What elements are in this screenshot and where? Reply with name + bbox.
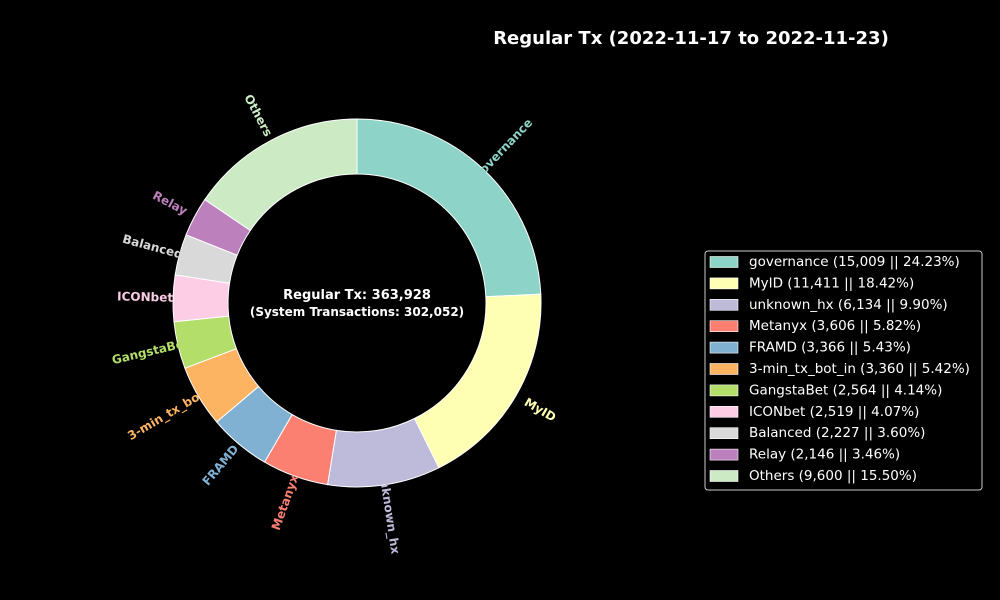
legend-label-balanced: Balanced (2,227 || 3.60%) <box>749 425 925 441</box>
legend-swatch-iconbet <box>709 405 739 418</box>
legend-swatch-unknown-hx <box>709 298 739 311</box>
legend-swatch-governance <box>709 256 739 268</box>
slice-others <box>204 118 358 232</box>
legend-frame <box>704 250 983 491</box>
legend-swatch-3-min-tx-bot-in <box>709 363 739 375</box>
legend-items: governance (15,009 || 24.23%) MyID (11,41… <box>709 254 970 484</box>
legend-label-unknown-hx: unknown_hx (6,134 || 9.90%) <box>749 297 948 313</box>
legend-label-iconbet: ICONbet (2,519 || 4.07%) <box>749 404 919 420</box>
legend-swatch-relay <box>709 448 739 461</box>
legend-label-others: Others (9,600 || 15.50%) <box>749 468 917 484</box>
legend-label-metanyx: Metanyx (3,606 || 5.82%) <box>749 318 921 334</box>
legend-swatch-metanyx <box>709 320 739 333</box>
legend-label-3-min-tx-bot-in: 3-min_tx_bot_in (3,360 || 5.42%) <box>749 361 970 377</box>
legend-swatch-framd <box>709 341 739 354</box>
legend-swatch-myid <box>709 277 739 290</box>
center-system-transactions-label: (System Transactions: 302,052) <box>250 305 464 319</box>
legend-label-governance: governance (15,009 || 24.23%) <box>749 254 960 270</box>
legend-swatch-balanced <box>709 427 739 440</box>
slice-label-iconbet: ICONbet <box>117 289 174 304</box>
legend-label-relay: Relay (2,146 || 3.46%) <box>749 447 900 463</box>
donut-slices <box>172 118 542 488</box>
legend-label-framd: FRAMD (3,366 || 5.43%) <box>749 340 911 356</box>
legend-swatch-others <box>709 470 739 482</box>
legend-swatch-gangstabet <box>709 384 739 397</box>
legend-label-myid: MyID (11,411 || 18.42%) <box>749 275 914 291</box>
chart-title: Regular Tx (2022-11-17 to 2022-11-23) <box>493 28 889 49</box>
center-total-label: Regular Tx: 363,928 <box>283 288 431 303</box>
chart-legend: governance (15,009 || 24.23%) MyID (11,41… <box>704 250 983 491</box>
legend-label-gangstabet: GangstaBet (2,564 || 4.14%) <box>749 382 942 398</box>
